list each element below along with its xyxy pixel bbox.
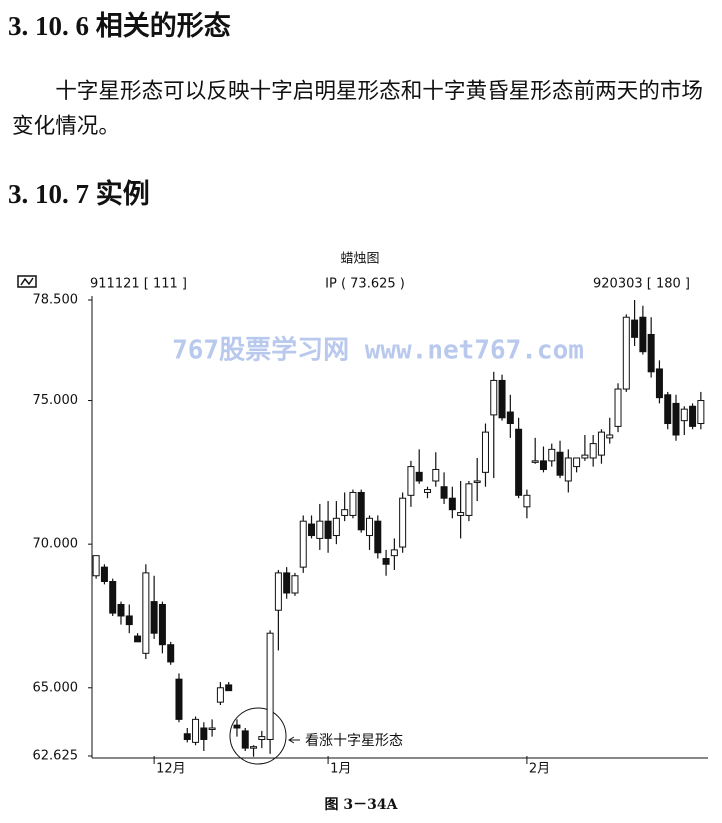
candle-body (622, 316, 630, 390)
candle-body (589, 443, 597, 459)
candle-body (357, 491, 365, 531)
candle-body (647, 333, 655, 373)
candle-body (291, 575, 299, 594)
candle-body (208, 727, 216, 730)
candle-body (100, 566, 108, 582)
x-tick-label: 1月 (330, 762, 351, 777)
y-tick-label: 75.000 (33, 393, 79, 408)
y-tick-label: 65.000 (33, 680, 79, 695)
label: IP ( 73.625 ) (325, 277, 405, 292)
candle-body (200, 727, 208, 740)
candle-body (539, 460, 547, 470)
candle-body (125, 615, 133, 626)
candle-body (233, 724, 241, 729)
candle-body (423, 489, 431, 493)
candle-body (175, 678, 183, 720)
candle-body (225, 684, 233, 692)
heading: 3. 10. 6 相关的形态 (8, 11, 231, 41)
candle-body (440, 486, 448, 499)
chart-title: 蜡烛图 (340, 252, 379, 267)
candle-body (556, 451, 564, 476)
y-tick-label: 78.500 (33, 293, 79, 308)
arrow (288, 736, 295, 744)
candle-body (92, 555, 100, 577)
candle-body (274, 572, 282, 611)
highlight-circle (229, 707, 287, 765)
x-tick-label: 12月 (156, 762, 186, 777)
candle-body (134, 635, 142, 643)
heading: 3. 10. 7 实例 (8, 179, 150, 209)
annotation: 看涨十字星形态 (305, 733, 403, 749)
candle-body (614, 388, 622, 427)
paragraph: 十字星形态可以反映十字启明星形态和十字黄昏星形态前两天的市场变化情况。 (12, 79, 704, 138)
candle-body (158, 603, 166, 646)
candle-body (473, 480, 481, 483)
candle-body (564, 457, 572, 482)
candle-body (316, 520, 324, 539)
candle-body (548, 448, 556, 462)
candle-body (415, 471, 423, 482)
candle-body (689, 405, 697, 427)
candle-body (258, 736, 266, 740)
y-tick-label: 62.625 (33, 749, 79, 764)
candle-body (697, 400, 705, 425)
candle-body (349, 491, 357, 516)
caption: 图 3－34A (325, 797, 399, 813)
candle-body (374, 520, 382, 554)
candle-body (299, 520, 307, 568)
candle-body (366, 517, 374, 537)
candle-body (531, 460, 539, 463)
candle-body (631, 319, 639, 338)
candle-body (324, 520, 332, 539)
y-tick-label: 70.000 (33, 537, 79, 552)
candle-body (432, 468, 440, 482)
candle-body (150, 601, 158, 634)
icon (20, 277, 34, 286)
candle-body (250, 746, 258, 749)
candle-body (167, 644, 175, 663)
icon (17, 275, 37, 288)
candle-body (639, 316, 647, 353)
candle-body (399, 497, 407, 548)
candle-body (382, 558, 390, 565)
candle-body (183, 733, 191, 740)
candle-body (142, 572, 150, 654)
candle-body (581, 454, 589, 459)
watermark: 767股票学习网 www.net767.com (172, 335, 584, 366)
candle-body (655, 368, 663, 399)
candle-body (407, 466, 415, 496)
candle-body (117, 603, 125, 617)
candle-body (664, 394, 672, 425)
candle-body (283, 572, 291, 594)
candle-body (481, 431, 489, 473)
candle-body (308, 523, 316, 537)
candle-body (573, 457, 581, 468)
candle-body (680, 408, 688, 422)
candle-body (241, 730, 249, 749)
label: 911121 [ 111 ] (90, 277, 187, 292)
candle-body (390, 549, 398, 557)
candle-body (597, 431, 605, 456)
candle-body (332, 517, 340, 537)
candle-body (216, 687, 224, 703)
candle-body (109, 580, 117, 614)
candle-body (457, 512, 465, 516)
candle-body (192, 718, 200, 743)
candle-body (266, 632, 274, 740)
candle-body (465, 483, 473, 516)
candle-body (515, 428, 523, 496)
label: 920303 [ 180 ] (593, 277, 690, 292)
candle-body (523, 494, 531, 508)
candle-body (498, 379, 506, 419)
candle-body (448, 497, 456, 511)
candle-body (506, 411, 514, 425)
candle-body (490, 379, 498, 416)
x-tick-label: 2月 (529, 762, 550, 777)
candle-body (606, 434, 614, 439)
candle-body (341, 509, 349, 516)
candle-body (672, 402, 680, 436)
